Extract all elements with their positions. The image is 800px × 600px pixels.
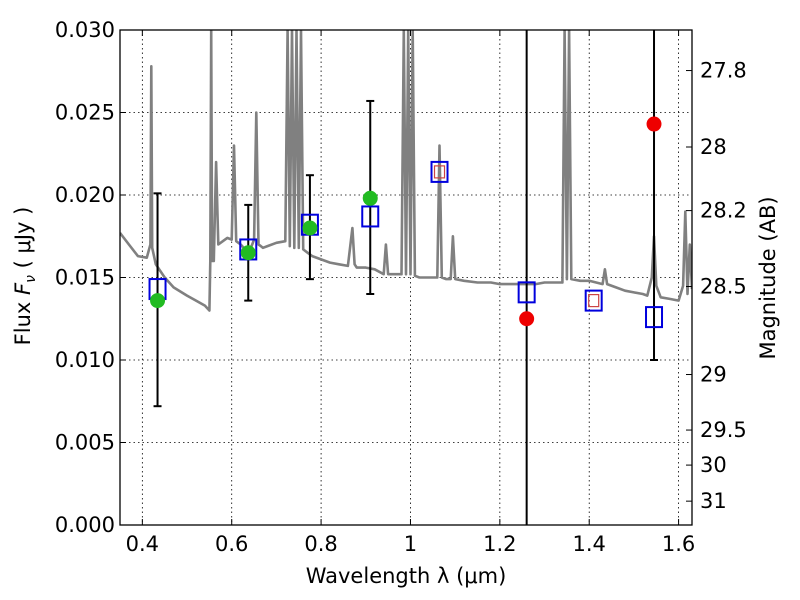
axis-ticks: 0.4 0.6 0.8 1 1.2 1.4 1.6 0.000 0.005 0.010 0.015 0… [55,18,747,556]
clipped-plot-group [120,30,692,525]
x-axis-label: Wavelength λ (μm) [306,564,507,588]
y2-tick-label: 27.8 [700,59,747,83]
y-tick-label: 0.030 [55,18,115,42]
model-band-square [584,289,603,312]
y-axis-label-subscript: ν [23,275,39,283]
y2-tick-label: 28.5 [700,275,747,299]
detection-point [150,293,166,309]
model-band-square [361,205,380,228]
y-axis-label-prefix: Flux [11,295,35,345]
non-detection-point [646,116,662,132]
model-band-square [517,281,536,304]
detection-point [362,190,378,206]
y2-tick-label: 28.2 [700,199,747,223]
detection-point [302,220,318,236]
y2-tick-label: 29 [700,363,727,387]
y-axis-label-symbol: F [11,282,35,295]
y-axis-label-unit: ( μJy ) [11,207,35,275]
y-tick-label: 0.025 [55,101,115,125]
plot-content [120,30,692,525]
model-band-inner-square [588,294,600,308]
non-detection-point [519,311,535,327]
y-tick-label: 0.010 [55,348,115,372]
x-tick-label: 0.8 [304,532,337,556]
detection-point [240,245,256,261]
model-band-square [430,160,449,183]
y-tick-label: 0.000 [55,513,115,537]
x-tick-label: 1.2 [483,532,516,556]
model-spectrum-line [120,30,692,312]
y2-tick-label: 28 [700,135,727,159]
y-axis-label: Flux Fν ( μJy ) [11,207,39,346]
model-band-inner-square [433,165,446,179]
y2-axis-label: Magnitude (AB) [756,196,780,359]
y-tick-label: 0.005 [55,431,115,455]
x-tick-label: 0.4 [126,532,159,556]
x-tick-label: 0.6 [215,532,248,556]
y-tick-label: 0.020 [55,183,115,207]
x-tick-label: 1 [404,532,417,556]
x-tick-label: 1.6 [662,532,695,556]
y2-tick-label: 30 [700,453,727,477]
y-tick-label: 0.015 [55,266,115,290]
y2-tick-label: 31 [700,489,727,513]
x-tick-label: 1.4 [573,532,606,556]
model-band-square [645,306,664,329]
y2-tick-label: 29.5 [700,418,747,442]
